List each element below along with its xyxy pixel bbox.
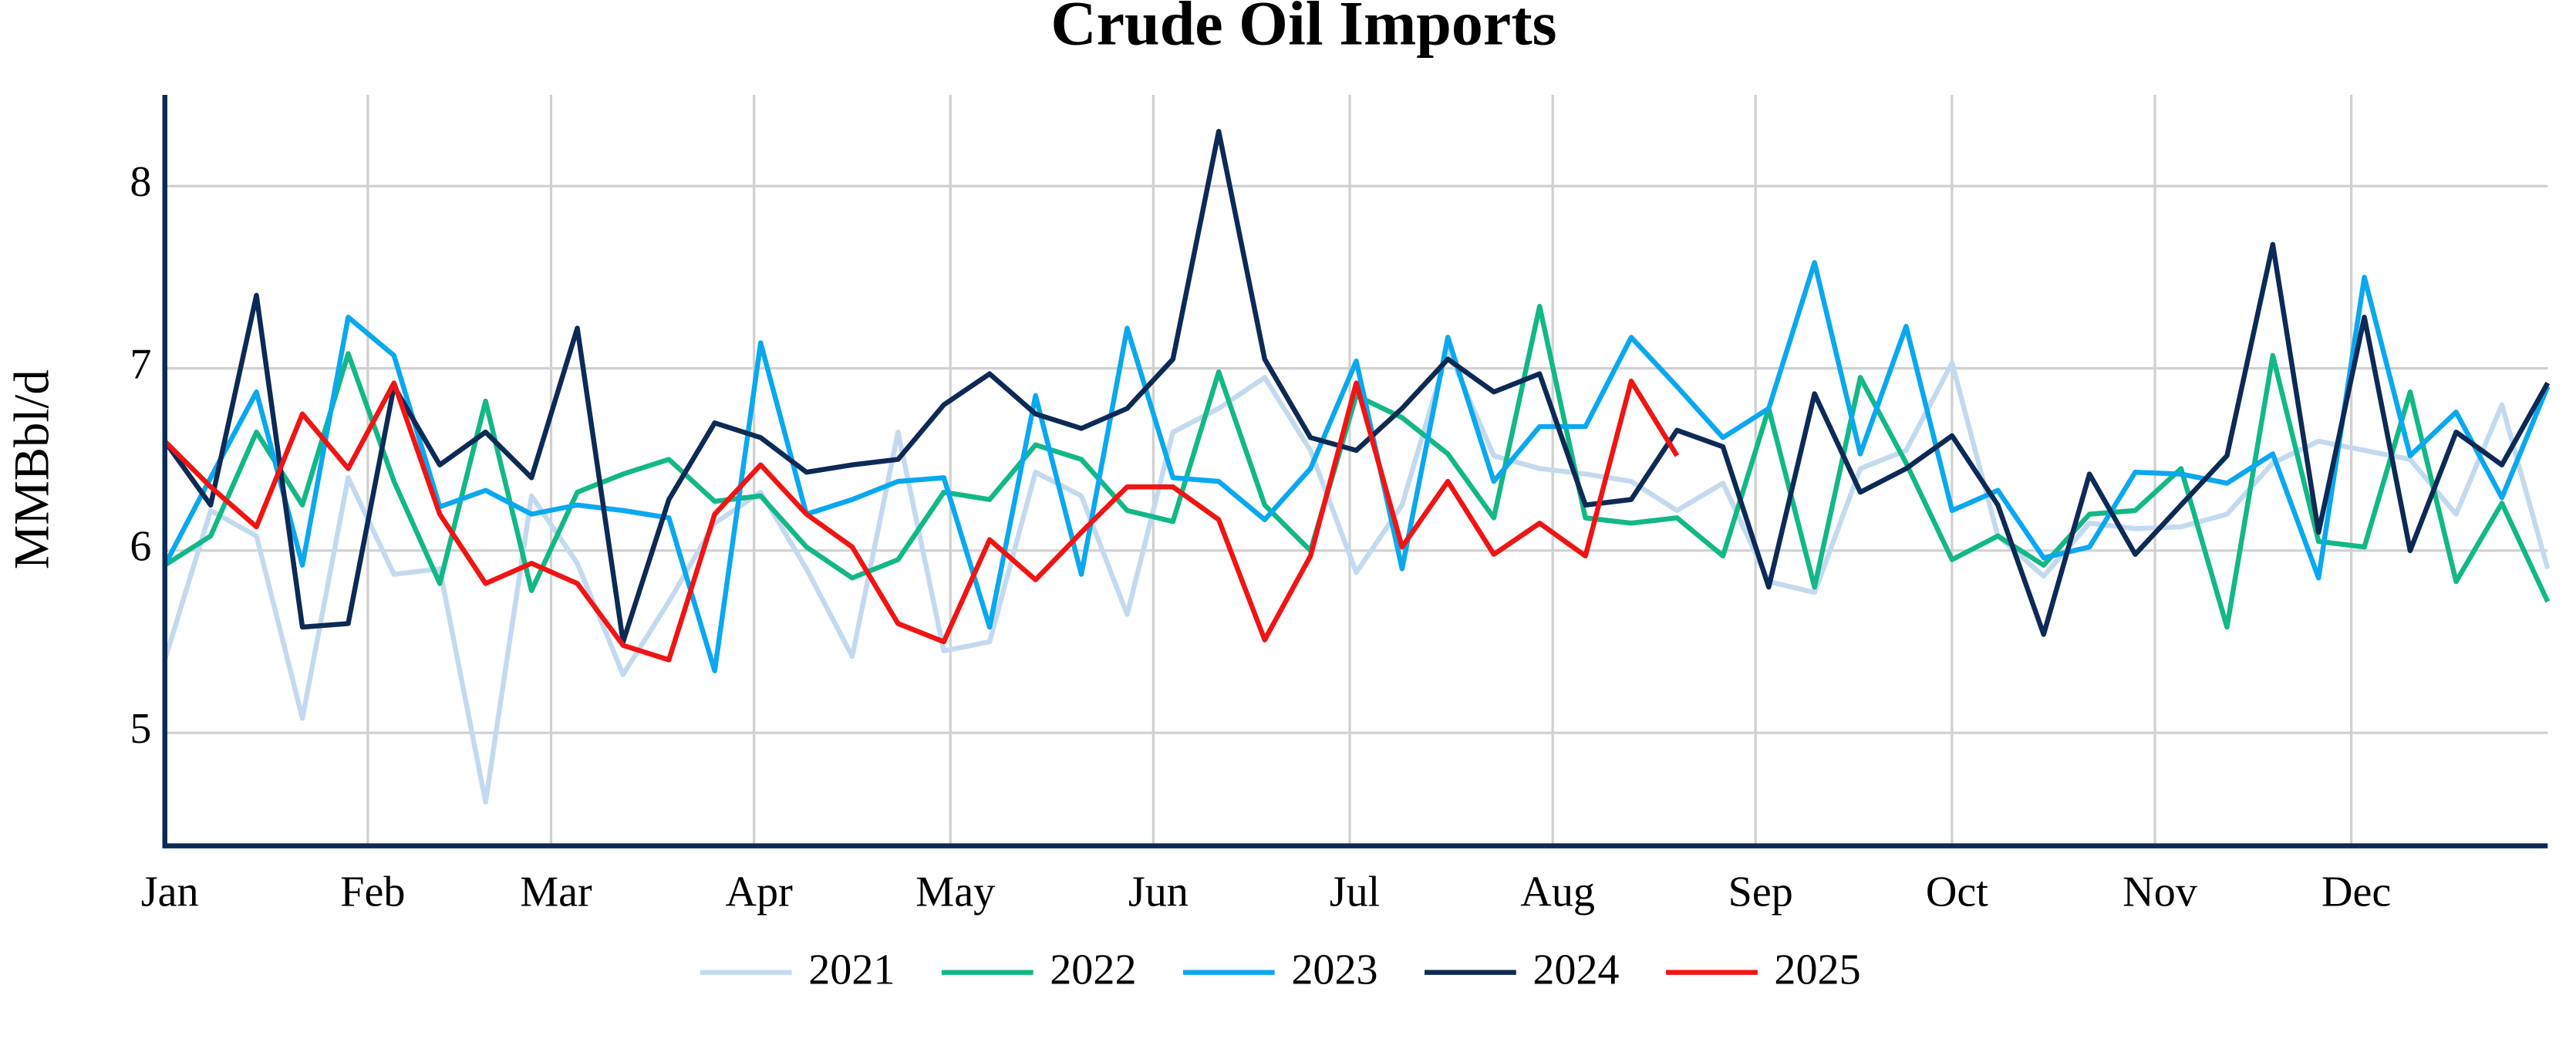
x-tick-label: Dec	[2321, 868, 2391, 916]
x-tick-label: Feb	[340, 868, 405, 916]
x-tick-label: Oct	[1926, 868, 1988, 916]
series-line	[162, 260, 2551, 673]
y-axis-label: MMBbl/d	[4, 369, 59, 569]
y-tick-label: 6	[130, 523, 151, 571]
legend-label: 2025	[1774, 946, 1860, 994]
y-tick-label: 7	[130, 340, 151, 388]
series-line	[162, 347, 2551, 805]
x-tick-label: Nov	[2123, 868, 2198, 916]
x-tick-label: Apr	[725, 868, 793, 916]
series-line	[163, 378, 1680, 663]
legend-label: 2024	[1532, 946, 1619, 994]
x-tick-label: Aug	[1520, 868, 1595, 916]
chart-title: Crude Oil Imports	[1050, 0, 1556, 59]
y-tick-label: 5	[130, 705, 151, 753]
x-tick-label: Jan	[141, 868, 199, 916]
x-tick-label: Sep	[1728, 868, 1793, 916]
y-tick-label: 8	[130, 158, 151, 206]
series-line	[163, 129, 2551, 645]
legend-label: 2021	[808, 946, 895, 994]
x-tick-label: Mar	[520, 868, 592, 916]
x-tick-label: Jul	[1330, 868, 1381, 916]
legend-label: 2022	[1050, 946, 1136, 994]
legend-label: 2023	[1291, 946, 1377, 994]
x-tick-label: May	[915, 868, 995, 916]
series-line	[164, 303, 2551, 630]
x-tick-label: Jun	[1128, 868, 1189, 916]
